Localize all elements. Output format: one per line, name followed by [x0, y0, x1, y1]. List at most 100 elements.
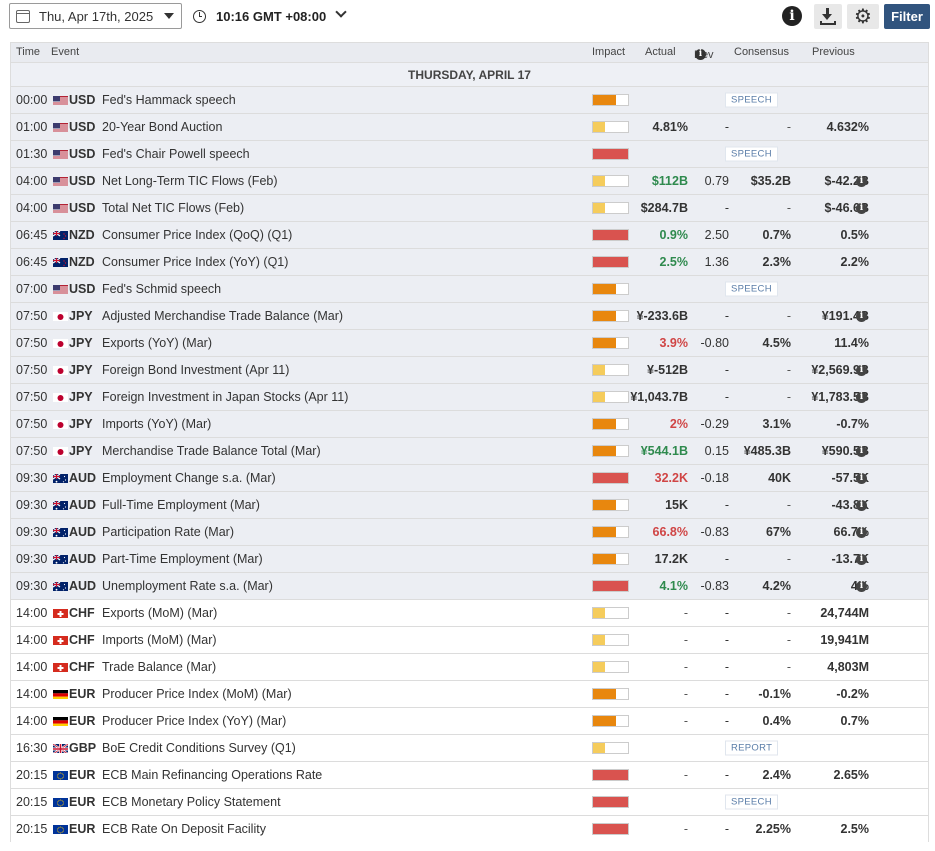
event-row[interactable]: 09:30 AUD Unemployment Rate s.a. (Mar) 4.1%…: [11, 572, 928, 599]
download-button[interactable]: [814, 4, 842, 29]
event-row[interactable]: 16:30 GBP BoE Credit Conditions Survey (Q1…: [11, 734, 928, 761]
deviation-value: -0.80: [700, 336, 730, 350]
event-name[interactable]: ECB Main Refinancing Operations Rate: [102, 768, 323, 782]
event-row[interactable]: 09:30 AUD Full-Time Employment (Mar) 15K - - -…: [11, 491, 928, 518]
event-name[interactable]: Exports (YoY) (Mar): [102, 336, 212, 350]
consensus-value: -: [786, 606, 791, 620]
event-row[interactable]: 04:00 USD Total Net TIC Flows (Feb) $284.7B…: [11, 194, 928, 221]
event-name[interactable]: Participation Rate (Mar): [102, 525, 234, 539]
impact-bar: [592, 688, 629, 700]
event-row[interactable]: 06:45 NZD Consumer Price Index (QoQ) (Q1) 0…: [11, 221, 928, 248]
settings-button[interactable]: ⚙: [847, 4, 879, 29]
event-name[interactable]: Full-Time Employment (Mar): [102, 498, 260, 512]
event-row[interactable]: 07:50 JPY Foreign Bond Investment (Apr 11)…: [11, 356, 928, 383]
event-name[interactable]: Part-Time Employment (Mar): [102, 552, 263, 566]
chevron-down-icon[interactable]: [335, 6, 347, 18]
event-row[interactable]: 20:15 EUR ECB Main Refinancing Operations …: [11, 761, 928, 788]
event-row[interactable]: 06:45 NZD Consumer Price Index (YoY) (Q1) 2…: [11, 248, 928, 275]
event-row[interactable]: 07:00 USD Fed's Schmid speech SPEECH: [11, 275, 928, 302]
event-row[interactable]: 04:00 USD Net Long-Term TIC Flows (Feb) $11…: [11, 167, 928, 194]
revision-info-icon[interactable]: i: [856, 526, 867, 538]
event-name[interactable]: Consumer Price Index (QoQ) (Q1): [102, 228, 293, 242]
col-actual[interactable]: Actual: [645, 46, 676, 58]
event-name[interactable]: Imports (YoY) (Mar): [102, 417, 212, 431]
event-name[interactable]: Exports (MoM) (Mar): [102, 606, 218, 620]
revision-info-icon[interactable]: i: [856, 310, 867, 322]
event-row[interactable]: 20:15 EUR ECB Rate On Deposit Facility - - 2.…: [11, 815, 928, 842]
revision-info-icon[interactable]: i: [856, 175, 867, 187]
event-row[interactable]: 07:50 JPY Imports (YoY) (Mar) 2% -0.29 3.1% -0…: [11, 410, 928, 437]
revision-info-icon[interactable]: i: [856, 445, 867, 457]
event-row[interactable]: 09:30 AUD Participation Rate (Mar) 66.8% -0.…: [11, 518, 928, 545]
table-header: Time Event Impact Actual Devi Consensus …: [11, 43, 928, 62]
event-row[interactable]: 07:50 JPY Exports (YoY) (Mar) 3.9% -0.80 4.5%…: [11, 329, 928, 356]
consensus-value: 0.7%: [762, 228, 792, 242]
event-name[interactable]: Employment Change s.a. (Mar): [102, 471, 276, 485]
col-consensus[interactable]: Consensus: [734, 46, 790, 58]
event-name[interactable]: Fed's Schmid speech: [102, 282, 222, 296]
event-name[interactable]: Fed's Hammack speech: [102, 93, 236, 107]
event-name[interactable]: Unemployment Rate s.a. (Mar): [102, 579, 273, 593]
event-row[interactable]: 14:00 EUR Producer Price Index (YoY) (Mar)…: [11, 707, 928, 734]
event-row[interactable]: 07:50 JPY Foreign Investment in Japan Stoc…: [11, 383, 928, 410]
col-impact[interactable]: Impact: [592, 46, 626, 58]
revision-info-icon[interactable]: i: [856, 499, 867, 511]
event-name[interactable]: 20-Year Bond Auction: [102, 120, 223, 134]
revision-info-icon[interactable]: i: [856, 364, 867, 376]
event-time: 07:50: [16, 336, 48, 350]
consensus-value: 3.1%: [762, 417, 792, 431]
deviation-value: 0.15: [704, 444, 729, 458]
event-row[interactable]: 00:00 USD Fed's Hammack speech SPEECH: [11, 86, 928, 113]
event-name[interactable]: Producer Price Index (MoM) (Mar): [102, 687, 292, 701]
event-name[interactable]: Adjusted Merchandise Trade Balance (Mar): [102, 309, 344, 323]
event-currency: AUD: [69, 552, 97, 566]
event-name[interactable]: ECB Monetary Policy Statement: [102, 795, 281, 809]
revision-info-icon[interactable]: i: [856, 472, 867, 484]
event-row[interactable]: 14:00 CHF Trade Balance (Mar) - - - 4,803M: [11, 653, 928, 680]
event-name[interactable]: Net Long-Term TIC Flows (Feb): [102, 174, 278, 188]
event-name[interactable]: Consumer Price Index (YoY) (Q1): [102, 255, 289, 269]
event-name[interactable]: Foreign Investment in Japan Stocks (Apr …: [102, 390, 349, 404]
event-name[interactable]: Producer Price Index (YoY) (Mar): [102, 714, 287, 728]
info-icon[interactable]: i: [782, 6, 802, 26]
col-time[interactable]: Time: [16, 46, 41, 58]
event-row[interactable]: 01:00 USD 20-Year Bond Auction 4.81% - - 4.632…: [11, 113, 928, 140]
revision-info-icon[interactable]: i: [856, 553, 867, 565]
filter-button[interactable]: Filter: [884, 4, 930, 29]
event-name[interactable]: Trade Balance (Mar): [102, 660, 217, 674]
event-row[interactable]: 14:00 CHF Exports (MoM) (Mar) - - - 24,744M: [11, 599, 928, 626]
revision-info-icon[interactable]: i: [856, 580, 867, 592]
event-row[interactable]: 14:00 EUR Producer Price Index (MoM) (Mar)…: [11, 680, 928, 707]
event-name[interactable]: Total Net TIC Flows (Feb): [102, 201, 245, 215]
timezone-selector[interactable]: 10:16 GMT +08:00: [216, 9, 327, 24]
event-name[interactable]: Fed's Chair Powell speech: [102, 147, 250, 161]
deviation-value: -: [724, 309, 729, 323]
impact-bar: [592, 553, 629, 565]
event-name[interactable]: Foreign Bond Investment (Apr 11): [102, 363, 290, 377]
event-row[interactable]: 20:15 EUR ECB Monetary Policy Statement SPE…: [11, 788, 928, 815]
actual-value: -: [683, 660, 688, 674]
consensus-value: ¥485.3B: [743, 444, 791, 458]
revision-info-icon[interactable]: i: [856, 202, 867, 214]
impact-bar: [592, 445, 629, 457]
event-row[interactable]: 14:00 CHF Imports (MoM) (Mar) - - - 19,941M: [11, 626, 928, 653]
event-currency: EUR: [69, 795, 96, 809]
dev-info-icon[interactable]: i: [695, 49, 706, 60]
event-row[interactable]: 07:50 JPY Adjusted Merchandise Trade Balan…: [11, 302, 928, 329]
event-name[interactable]: Merchandise Trade Balance Total (Mar): [102, 444, 321, 458]
download-icon: [826, 8, 829, 17]
event-row[interactable]: 07:50 JPY Merchandise Trade Balance Total …: [11, 437, 928, 464]
event-type-badge: SPEECH: [725, 92, 778, 108]
event-time: 20:15: [16, 768, 48, 782]
event-row[interactable]: 09:30 AUD Employment Change s.a. (Mar) 32.2…: [11, 464, 928, 491]
event-name[interactable]: ECB Rate On Deposit Facility: [102, 822, 266, 836]
col-previous[interactable]: Previous: [812, 46, 855, 58]
event-name[interactable]: Imports (MoM) (Mar): [102, 633, 217, 647]
event-name[interactable]: BoE Credit Conditions Survey (Q1): [102, 741, 296, 755]
event-row[interactable]: 09:30 AUD Part-Time Employment (Mar) 17.2K -…: [11, 545, 928, 572]
col-event[interactable]: Event: [51, 46, 80, 58]
actual-value: 2%: [669, 417, 688, 431]
revision-info-icon[interactable]: i: [856, 391, 867, 403]
date-selector[interactable]: Thu, Apr 17th, 2025: [9, 3, 182, 29]
event-row[interactable]: 01:30 USD Fed's Chair Powell speech SPEECH: [11, 140, 928, 167]
